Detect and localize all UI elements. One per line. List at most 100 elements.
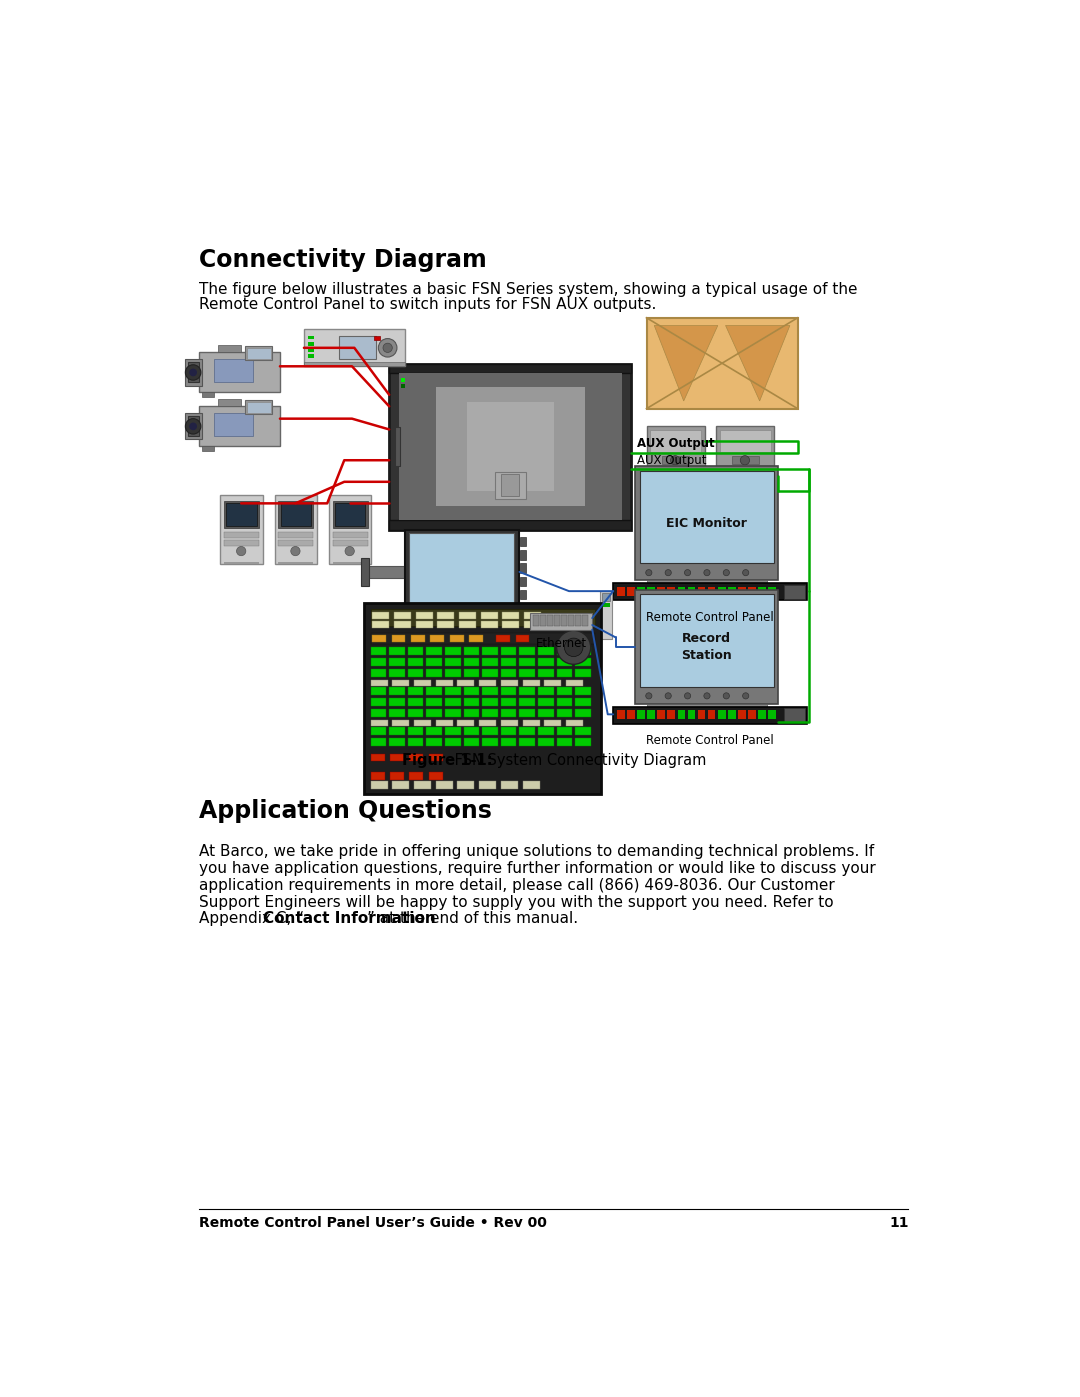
- Bar: [538, 647, 554, 655]
- Bar: [214, 412, 253, 436]
- Bar: [405, 529, 519, 615]
- Bar: [394, 612, 410, 619]
- Circle shape: [704, 570, 710, 576]
- Bar: [218, 345, 241, 352]
- Bar: [328, 495, 372, 564]
- Bar: [458, 719, 474, 726]
- Bar: [389, 738, 405, 746]
- Bar: [445, 738, 460, 746]
- Bar: [459, 612, 476, 619]
- Text: Contact Information: Contact Information: [262, 911, 435, 926]
- Bar: [647, 317, 798, 409]
- Bar: [576, 698, 591, 705]
- Bar: [303, 362, 405, 366]
- Bar: [658, 710, 665, 719]
- Bar: [768, 587, 775, 595]
- Bar: [495, 472, 526, 499]
- Text: ” at the end of this manual.: ” at the end of this manual.: [367, 911, 578, 926]
- Bar: [414, 680, 431, 686]
- Bar: [339, 335, 376, 359]
- Circle shape: [565, 638, 583, 657]
- Bar: [637, 710, 645, 719]
- Bar: [521, 577, 526, 585]
- Bar: [530, 613, 592, 630]
- Bar: [521, 538, 526, 546]
- Bar: [245, 400, 272, 414]
- Bar: [556, 647, 572, 655]
- Circle shape: [724, 693, 729, 698]
- Circle shape: [665, 693, 672, 698]
- Bar: [519, 647, 535, 655]
- Text: Ethernet: Ethernet: [536, 637, 586, 651]
- Bar: [308, 335, 314, 339]
- Text: 11: 11: [889, 1217, 908, 1231]
- Bar: [647, 710, 656, 719]
- Bar: [220, 495, 262, 564]
- Circle shape: [189, 422, 197, 430]
- Bar: [627, 710, 635, 719]
- Bar: [538, 658, 554, 666]
- Bar: [202, 447, 214, 451]
- Bar: [333, 502, 367, 528]
- Bar: [556, 669, 572, 676]
- Bar: [370, 680, 388, 686]
- Bar: [501, 708, 516, 717]
- Bar: [445, 647, 460, 655]
- Bar: [445, 708, 460, 717]
- Bar: [617, 587, 625, 595]
- Bar: [524, 612, 541, 619]
- Bar: [469, 636, 483, 643]
- Bar: [718, 710, 726, 719]
- Text: Figure 1-1:: Figure 1-1:: [403, 753, 492, 768]
- Bar: [556, 698, 572, 705]
- Bar: [408, 728, 423, 735]
- Bar: [482, 698, 498, 705]
- Bar: [576, 647, 591, 655]
- Bar: [576, 708, 591, 717]
- Bar: [401, 384, 405, 388]
- Bar: [639, 594, 773, 686]
- Bar: [427, 698, 442, 705]
- Bar: [538, 728, 554, 735]
- Text: The figure below illustrates a basic FSN Series system, showing a typical usage : The figure below illustrates a basic FSN…: [199, 282, 858, 296]
- Bar: [613, 584, 807, 601]
- Bar: [768, 710, 775, 719]
- Circle shape: [743, 693, 748, 698]
- Bar: [519, 669, 535, 676]
- Text: Application Questions: Application Questions: [199, 799, 491, 823]
- Bar: [445, 728, 460, 735]
- Bar: [370, 698, 387, 705]
- Bar: [392, 680, 409, 686]
- Bar: [308, 342, 314, 345]
- Bar: [617, 710, 625, 719]
- Bar: [600, 591, 611, 638]
- Bar: [374, 335, 380, 339]
- Bar: [370, 719, 388, 726]
- Bar: [279, 532, 313, 538]
- Circle shape: [345, 546, 354, 556]
- Bar: [408, 647, 423, 655]
- Bar: [370, 609, 595, 626]
- Bar: [538, 687, 554, 696]
- Bar: [501, 474, 519, 496]
- Circle shape: [556, 630, 591, 665]
- Bar: [281, 503, 311, 525]
- Bar: [395, 427, 400, 465]
- Bar: [245, 346, 272, 360]
- Bar: [463, 738, 480, 746]
- Bar: [279, 502, 313, 528]
- Bar: [647, 587, 656, 595]
- Bar: [738, 587, 745, 595]
- Bar: [427, 728, 442, 735]
- Bar: [480, 719, 496, 726]
- Bar: [716, 426, 774, 465]
- Bar: [548, 615, 553, 626]
- Bar: [688, 587, 696, 595]
- Bar: [430, 636, 444, 643]
- Bar: [662, 457, 689, 464]
- Bar: [519, 698, 535, 705]
- Bar: [480, 781, 496, 789]
- Bar: [534, 615, 539, 626]
- Bar: [463, 647, 480, 655]
- Bar: [540, 615, 545, 626]
